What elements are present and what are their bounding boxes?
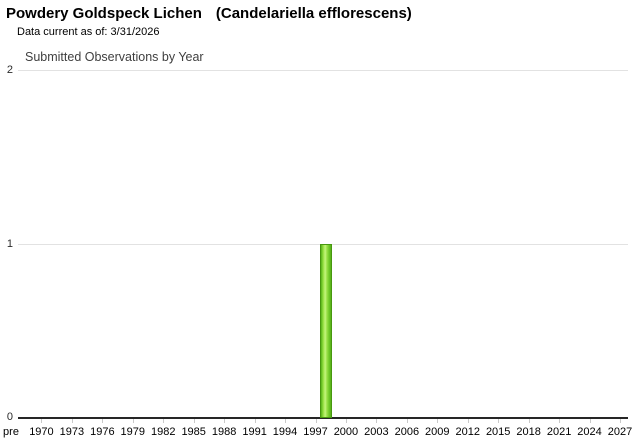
x-axis-tick-label: pre — [3, 426, 19, 438]
x-axis-tick — [589, 419, 591, 423]
x-axis-tick-label: 1979 — [120, 426, 146, 438]
x-axis-tick — [193, 419, 195, 423]
x-axis-tick-label: 1976 — [90, 426, 115, 438]
y-gridline — [18, 70, 628, 71]
x-axis-tick — [224, 419, 226, 423]
x-axis-tick-label: 2027 — [607, 426, 633, 438]
species-scientific-name: (Candelariella efflorescens) — [215, 5, 412, 22]
x-axis-tick-label: 2009 — [425, 426, 450, 438]
x-axis-tick — [437, 419, 439, 423]
x-axis-tick — [498, 419, 500, 423]
y-axis-tick-label: 0 — [6, 411, 13, 423]
x-axis-tick — [345, 419, 347, 423]
chart-title: Submitted Observations by Year — [25, 50, 204, 64]
x-axis-tick-label: 1988 — [211, 426, 237, 438]
page-title: Powdery Goldspeck Lichen (Candelariella e… — [6, 5, 412, 22]
x-axis-tick-label: 1997 — [303, 426, 328, 438]
x-axis-tick — [163, 419, 165, 423]
x-axis-tick-label: 2015 — [485, 426, 511, 438]
species-common-name: Powdery Goldspeck Lichen — [6, 5, 202, 22]
y-axis-tick-label: 1 — [6, 237, 13, 250]
x-axis-tick-label: 2000 — [333, 426, 359, 438]
x-axis-tick-label: 1970 — [29, 426, 54, 438]
x-axis-tick — [406, 419, 408, 423]
x-axis-tick-label: 1994 — [272, 426, 298, 438]
x-axis-tick-label: 2021 — [546, 426, 572, 438]
x-axis-tick-label: 2003 — [364, 426, 389, 438]
x-axis-tick — [528, 419, 530, 423]
x-axis-tick — [285, 419, 287, 423]
x-axis-line — [18, 417, 628, 419]
x-axis-tick — [559, 419, 561, 423]
x-axis-tick — [376, 419, 378, 423]
x-axis-tick-label: 2012 — [455, 426, 480, 438]
x-axis-tick — [102, 419, 104, 423]
observation-bar — [320, 243, 332, 418]
x-axis-tick-label: 2024 — [577, 426, 602, 438]
y-axis-tick-label: 2 — [6, 64, 13, 76]
x-axis-tick — [71, 419, 73, 423]
x-axis-tick-label: 1985 — [181, 426, 206, 438]
x-axis-tick — [620, 419, 621, 423]
x-axis-tick — [315, 419, 317, 423]
x-axis-tick-label: 2018 — [516, 426, 541, 438]
x-axis-tick — [254, 419, 256, 423]
x-axis-tick-label: 1982 — [151, 426, 176, 438]
x-axis-tick — [41, 419, 43, 423]
x-axis-tick-label: 2006 — [394, 426, 420, 438]
x-axis-tick-label: 1991 — [242, 426, 267, 438]
x-axis-tick — [467, 419, 469, 423]
x-axis-tick — [132, 419, 134, 423]
data-current-note: Data current as of: 3/31/2026 — [17, 26, 160, 38]
x-axis-tick-label: 1973 — [59, 426, 85, 438]
